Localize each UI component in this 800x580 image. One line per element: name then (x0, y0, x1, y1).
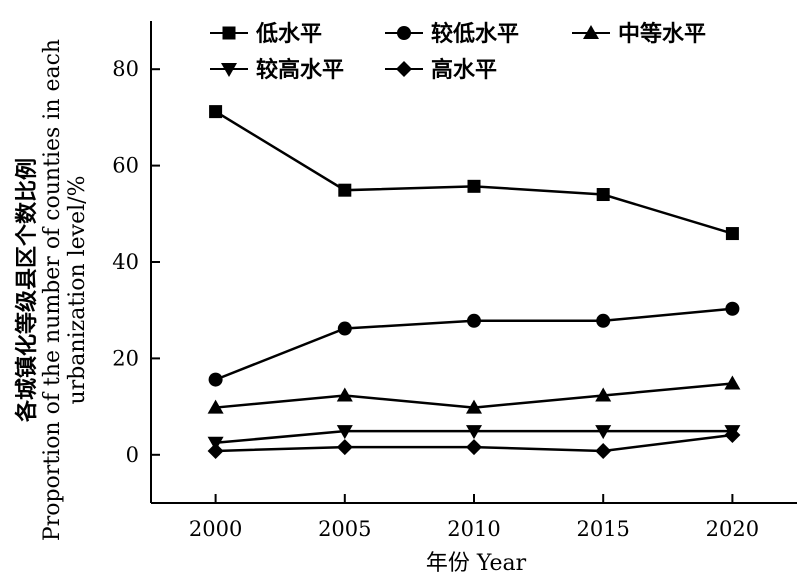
data-point-square (596, 188, 610, 202)
data-point-square (338, 183, 352, 197)
legend-label: 较低水平 (431, 21, 519, 47)
legend-marker-triangle-down (221, 63, 237, 77)
data-point-triangle-up (336, 387, 353, 402)
legend-item: 中等水平 (572, 21, 706, 47)
data-point-diamond (724, 427, 741, 444)
data-point-diamond (336, 439, 353, 456)
legend-label: 中等水平 (618, 21, 706, 47)
y-axis-title-cn: 各城镇化等级县区个数比例 (14, 158, 40, 423)
y-axis-title-en-line2: urbanization level/% (65, 176, 90, 405)
x-axis-title: 年份 Year (426, 551, 527, 576)
legend-marker-diamond (396, 61, 412, 77)
legend-label: 较高水平 (256, 57, 344, 83)
y-axis-title-en-line1: Proportion of the number of counties in … (40, 39, 65, 541)
data-point-triangle-up (724, 375, 741, 390)
x-tick-label: 2005 (318, 517, 371, 541)
data-point-circle (208, 372, 223, 387)
y-tick-label: 80 (112, 57, 139, 81)
series-line (214, 110, 733, 235)
series-circle (208, 301, 740, 387)
plot-area: 0 20 40 60 80 2000 2005 2010 2015 2020 (112, 21, 797, 541)
legend-marker-circle (397, 26, 411, 40)
data-point-triangle-up (207, 399, 224, 414)
data-point-square (725, 227, 739, 241)
legend-item: 较低水平 (385, 21, 519, 47)
x-tick-label: 2010 (447, 517, 500, 541)
data-point-diamond (466, 439, 482, 456)
data-point-diamond (595, 442, 612, 459)
data-point-circle (725, 301, 740, 316)
data-point-triangle-down (336, 425, 353, 440)
x-tick-label: 2000 (189, 517, 242, 541)
data-point-circle (337, 321, 352, 336)
y-tick-label: 40 (112, 250, 139, 274)
y-tick-label: 20 (112, 346, 139, 370)
series-diamond (207, 427, 741, 459)
legend-marker-triangle-up (583, 25, 599, 39)
data-point-circle (596, 313, 611, 328)
data-point-triangle-down (466, 425, 482, 440)
data-point-triangle-up (595, 387, 612, 402)
legend-item: 低水平 (210, 21, 322, 47)
data-point-square (467, 179, 481, 193)
data-point-diamond (207, 442, 224, 459)
legend-label: 低水平 (255, 21, 322, 47)
data-point-circle (467, 313, 481, 328)
series-layer (207, 105, 741, 459)
series-square (209, 105, 739, 241)
legend-marker-square (222, 26, 236, 40)
x-tick-label: 2020 (706, 517, 759, 541)
y-tick-label: 0 (126, 443, 139, 467)
x-tick-label: 2015 (576, 517, 629, 541)
y-tick-label: 60 (112, 154, 139, 178)
data-point-triangle-up (466, 399, 482, 414)
series-triangle-up (207, 375, 741, 414)
legend-label: 高水平 (431, 57, 497, 83)
legend-item: 较高水平 (210, 57, 344, 83)
data-point-triangle-down (595, 425, 612, 440)
data-point-square (209, 105, 223, 119)
legend-item: 高水平 (385, 57, 497, 83)
